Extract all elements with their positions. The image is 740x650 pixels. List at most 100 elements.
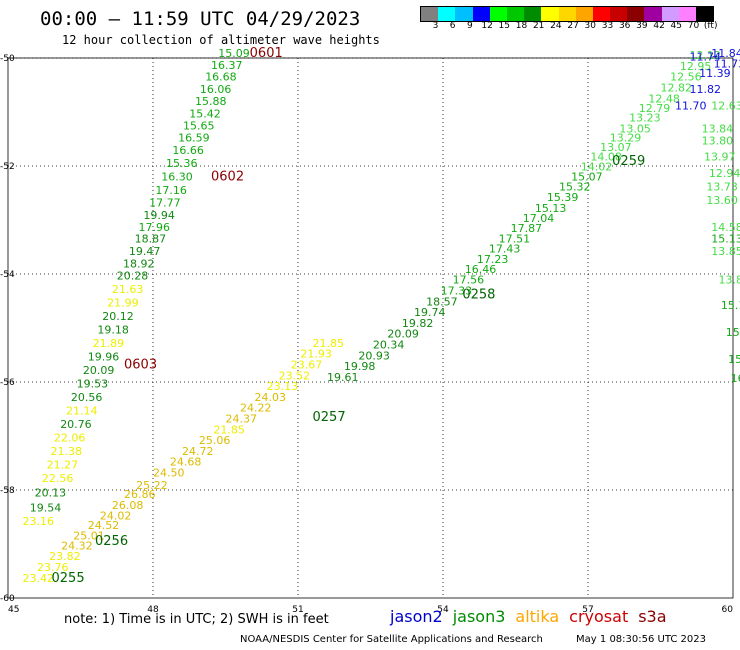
- wave-height-label: 25.01: [73, 530, 105, 543]
- wave-height-label: 13.84: [702, 123, 734, 136]
- wave-height-label: 26.08: [112, 499, 143, 512]
- colorbar-label: (ft): [703, 21, 718, 31]
- colorbar-label: 9: [467, 21, 473, 31]
- y-tick-label: -52: [0, 162, 15, 172]
- wave-height-label: 16.30: [161, 171, 193, 184]
- wave-height-label: 19.94: [143, 209, 175, 222]
- colorbar-label: 70: [687, 21, 700, 31]
- colorbar-swatch: [678, 7, 696, 21]
- wave-height-label: 20.12: [102, 310, 134, 323]
- track-time-label: 0259: [612, 154, 645, 169]
- colorbar-label: 18: [515, 21, 528, 31]
- wave-height-label: 14.02: [581, 160, 613, 173]
- wave-height-label: 20.13: [35, 486, 66, 499]
- colorbar-swatch: [472, 7, 490, 21]
- wave-height-label: 19.74: [414, 306, 446, 319]
- wave-height-label: 21.85: [213, 423, 245, 436]
- credit-footer: NOAA/NESDIS Center for Satellite Applica…: [240, 634, 706, 645]
- wave-height-label: 13.29: [610, 132, 642, 145]
- colorbar-label: 45: [670, 21, 682, 31]
- wave-height-label: 13.97: [704, 151, 736, 164]
- wave-height-labels: 15.0916.3716.6816.0615.8815.4215.6516.59…: [23, 47, 740, 585]
- wave-height-label: 19.47: [129, 245, 161, 258]
- wave-height-label: 15.65: [183, 119, 215, 132]
- wave-height-label: 13.23: [629, 112, 661, 125]
- wave-height-label: 13.85: [711, 245, 740, 258]
- colorbar-swatch: [610, 7, 628, 21]
- wave-height-label: 19.54: [30, 502, 62, 515]
- axis-tick-labels: 45 48 51 54 57 60 -50 -52 -54 -56 -58 -60: [0, 54, 733, 615]
- map-subtitle: 12 hour collection of altimeter wave hei…: [62, 33, 380, 47]
- x-tick-label: 60: [722, 605, 734, 615]
- wave-height-label: 24.37: [226, 413, 258, 426]
- wave-height-label: 15.36: [166, 157, 198, 170]
- wave-height-label: 21.14: [66, 404, 98, 417]
- colorbar-label: 3: [432, 21, 439, 31]
- track-time-label: 0255: [52, 571, 85, 586]
- wave-height-label: 13.80: [702, 134, 734, 147]
- colorbar-label: 15: [498, 21, 510, 31]
- wave-height-label: 13.60: [706, 194, 738, 207]
- x-tick-label: 48: [147, 605, 159, 615]
- wave-height-label: 23.16: [23, 515, 55, 528]
- wave-height-label: 24.50: [153, 467, 185, 480]
- colorbar-label: 39: [636, 21, 648, 31]
- wave-height-label: 15.14: [721, 299, 740, 312]
- wave-height-label: 20.28: [117, 269, 149, 282]
- colorbar-swatch: [696, 7, 714, 21]
- legend-altika: altika: [515, 607, 560, 626]
- colorbar-label: 12: [481, 21, 493, 31]
- wave-height-label: 17.96: [139, 221, 171, 234]
- wave-height-label: 15.32: [559, 180, 591, 193]
- wave-height-label: 23.13: [267, 380, 299, 393]
- wave-height-label: 16.66: [172, 144, 204, 157]
- track-time-label: 0256: [95, 534, 128, 549]
- wave-height-label: 12.12: [690, 49, 722, 62]
- colorbar-label: 24: [550, 21, 562, 31]
- wave-height-label: 13.84: [719, 274, 740, 287]
- colorbar-swatch: [627, 7, 645, 21]
- wave-height-label: 16.46: [465, 263, 497, 276]
- track-time-label: 0603: [124, 358, 157, 373]
- x-tick-label: 45: [8, 605, 19, 615]
- wave-height-label: 17.33: [441, 285, 473, 298]
- y-tick-label: -60: [0, 594, 15, 604]
- colorbar-labels: 3 6 9 12 15 18 21 24 27 30 33 36 39 42 45 70 (ft): [420, 21, 730, 33]
- wave-height-label: 11.84: [711, 47, 740, 60]
- wave-height-label: 17.43: [489, 242, 520, 255]
- wave-height-label: 15.39: [547, 191, 579, 204]
- colorbar-swatch: [506, 7, 525, 21]
- wave-height-label: 19.98: [344, 360, 376, 373]
- units-note: note: 1) Time is in UTC; 2) SWH is in fe…: [64, 612, 329, 627]
- wave-height-label: 14.58: [711, 221, 740, 234]
- wave-height-label: 21.85: [313, 337, 345, 350]
- wave-height-label: 20.09: [83, 364, 115, 377]
- track-time-label: 0602: [211, 170, 244, 185]
- wave-height-label: 20.56: [71, 391, 103, 404]
- satellite-legend: jason2 jason3 altika cryosat s3a: [390, 607, 677, 626]
- wave-height-label: 15.07: [571, 171, 603, 184]
- wave-height-label: 13.73: [706, 180, 738, 193]
- colorbar-swatch: [644, 7, 662, 21]
- x-tick-label: 51: [292, 605, 303, 615]
- wave-height-label: 18.57: [426, 295, 458, 308]
- colorbar-swatch: [592, 7, 611, 21]
- wave-height-label: 24.32: [61, 539, 93, 552]
- wave-height-label: 11.82: [690, 83, 722, 96]
- track-time-label: 0258: [462, 287, 495, 302]
- wave-height-label: 24.68: [170, 456, 202, 469]
- wave-height-label: 21.27: [47, 458, 79, 471]
- wave-height-label: 11.74: [690, 51, 722, 64]
- wave-height-label: 11.39: [699, 67, 731, 80]
- wave-height-label: 17.16: [155, 184, 187, 197]
- colorbar-label: 33: [601, 21, 614, 31]
- wave-height-label: 11.70: [675, 99, 707, 112]
- colorbar-label: 30: [584, 21, 596, 31]
- wave-height-label: 20.76: [60, 418, 91, 431]
- wave-height-label: 25.22: [136, 479, 168, 492]
- colorbar-label: 21: [532, 21, 545, 31]
- wave-height-label: 17.56: [453, 274, 485, 287]
- wave-height-label: 25.06: [199, 434, 231, 447]
- wave-height-label: 24.52: [88, 519, 120, 532]
